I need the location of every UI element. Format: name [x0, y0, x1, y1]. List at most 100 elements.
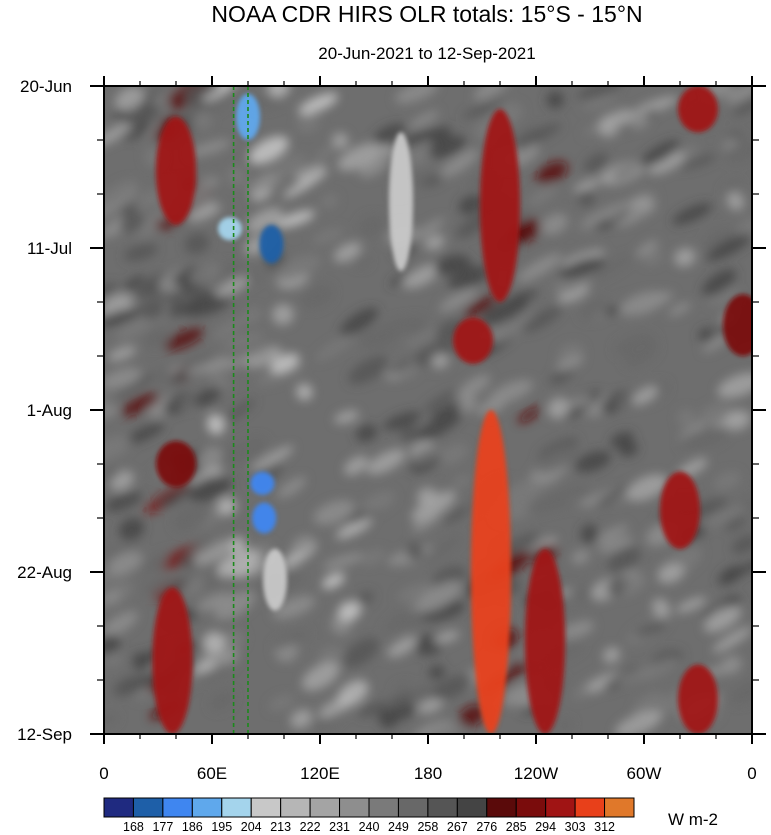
texture-blob — [440, 149, 479, 178]
texture-blob — [406, 542, 424, 561]
texture-blob — [453, 476, 471, 487]
texture-blob — [706, 86, 734, 98]
texture-blob — [574, 450, 612, 473]
texture-blob — [433, 630, 460, 644]
texture-blob — [336, 518, 372, 539]
texture-blob — [581, 95, 616, 110]
colorbar-swatch — [339, 797, 370, 818]
texture-blob — [396, 583, 433, 601]
texture-blob — [579, 298, 608, 321]
texture-blob — [104, 634, 121, 655]
texture-blob — [580, 524, 599, 545]
texture-blob — [268, 694, 294, 711]
texture-blob — [699, 403, 734, 425]
texture-blob — [413, 342, 455, 366]
texture-blob — [626, 474, 668, 502]
colorbar-swatch — [103, 797, 134, 818]
texture-blob — [443, 507, 468, 524]
texture-blob — [331, 132, 349, 149]
texture-blob — [724, 516, 747, 531]
texture-blob — [342, 637, 380, 668]
colorbar-swatch — [515, 797, 547, 818]
texture-blob — [674, 248, 696, 267]
texture-blob — [458, 194, 484, 215]
texture-blob — [357, 591, 374, 605]
texture-blob — [333, 242, 362, 263]
texture-blob — [560, 620, 595, 639]
texture-blob — [322, 572, 345, 589]
y-tick-label: 12-Sep — [17, 725, 72, 744]
texture-blob — [526, 494, 566, 513]
texture-blob — [657, 563, 685, 584]
texture-blob — [119, 211, 145, 233]
texture-blob — [559, 256, 606, 279]
texture-blob — [216, 497, 237, 516]
texture-blob — [334, 410, 359, 424]
texture-blob — [438, 288, 479, 312]
colorbar-swatch — [162, 797, 193, 818]
texture-blob — [296, 115, 320, 133]
texture-blob — [517, 406, 541, 424]
texture-blob — [220, 629, 245, 651]
colorbar: 168 177 186 195 204 213 222 231 240 249 258 267 276 2… — [103, 797, 635, 834]
field-features — [152, 86, 752, 734]
colorbar-swatch — [456, 797, 488, 818]
feature-convective — [218, 217, 242, 241]
texture-blob — [557, 283, 590, 303]
texture-blob — [514, 123, 562, 148]
texture-blob — [480, 297, 528, 325]
texture-blob — [179, 586, 197, 597]
texture-blob — [536, 161, 568, 185]
texture-blob — [567, 396, 594, 408]
colorbar-label: 177 — [152, 820, 173, 834]
colorbar-label: 312 — [594, 820, 615, 834]
texture-blob — [191, 110, 212, 130]
colorbar-label: 285 — [506, 820, 527, 834]
y-tick-label: 1-Aug — [27, 401, 72, 420]
texture-blob — [640, 140, 680, 167]
feature-dry — [471, 410, 511, 734]
texture-blob — [194, 175, 212, 189]
chart-subtitle: 20-Jun-2021 to 12-Sep-2021 — [318, 44, 535, 63]
texture-blob — [703, 606, 742, 633]
texture-blob — [372, 123, 406, 147]
colorbar-swatch — [545, 797, 576, 818]
texture-blob — [576, 86, 622, 100]
texture-blob — [215, 277, 250, 297]
texture-blob — [632, 386, 658, 406]
texture-blob — [590, 524, 629, 546]
texture-blob — [277, 476, 307, 499]
texture-blob — [104, 466, 120, 482]
texture-blob — [271, 153, 306, 179]
texture-blob — [701, 604, 725, 619]
texture-blob — [721, 180, 742, 195]
texture-blob — [105, 491, 143, 512]
texture-blob — [120, 393, 160, 417]
texture-blob — [617, 666, 656, 684]
texture-blob — [191, 539, 232, 561]
texture-blob — [359, 154, 390, 178]
texture-blob — [725, 86, 752, 104]
texture-blob — [272, 629, 310, 650]
texture-blob — [267, 86, 290, 98]
texture-blob — [428, 665, 445, 680]
x-tick-label: 120W — [514, 764, 558, 783]
texture-blob — [276, 210, 315, 228]
colorbar-label: 213 — [270, 820, 291, 834]
texture-blob — [724, 410, 751, 431]
colorbar-label: 276 — [476, 820, 497, 834]
texture-blob — [272, 304, 294, 326]
texture-blob — [405, 327, 440, 348]
colorbar-label: 168 — [123, 820, 144, 834]
texture-blob — [104, 179, 138, 210]
colorbar-label: 267 — [447, 820, 468, 834]
texture-blob — [358, 214, 385, 238]
texture-blob — [604, 109, 634, 128]
y-tick-label: 20-Jun — [20, 77, 72, 96]
texture-blob — [337, 142, 383, 171]
texture-blob — [104, 650, 122, 667]
texture-blob — [361, 491, 395, 514]
texture-blob — [463, 295, 496, 318]
texture-blob — [134, 281, 160, 299]
texture-blob — [549, 367, 574, 385]
